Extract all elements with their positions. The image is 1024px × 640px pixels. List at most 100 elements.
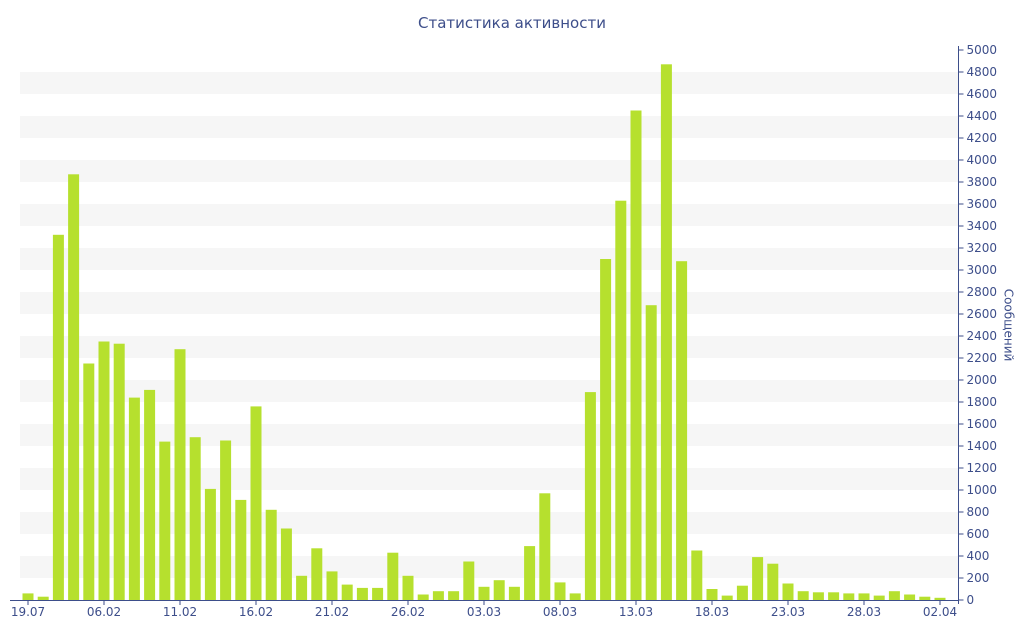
bar[interactable] bbox=[326, 571, 338, 600]
bar[interactable] bbox=[493, 580, 505, 600]
bar[interactable] bbox=[919, 596, 931, 600]
bar[interactable] bbox=[873, 595, 885, 600]
x-tick-label: 23.03 bbox=[771, 605, 805, 619]
bar[interactable] bbox=[189, 437, 201, 600]
bar[interactable] bbox=[417, 594, 429, 601]
y-tick-label: 3400 bbox=[967, 219, 998, 233]
bar[interactable] bbox=[174, 349, 186, 600]
bar[interactable] bbox=[280, 528, 292, 601]
bar[interactable] bbox=[615, 200, 627, 600]
bar[interactable] bbox=[296, 575, 308, 600]
bar[interactable] bbox=[934, 597, 946, 600]
bar[interactable] bbox=[22, 593, 34, 600]
bar[interactable] bbox=[220, 440, 232, 601]
bar[interactable] bbox=[539, 493, 551, 600]
y-tick-label: 600 bbox=[967, 527, 990, 541]
bar[interactable] bbox=[828, 592, 840, 600]
y-tick-label: 4600 bbox=[967, 87, 998, 101]
grid-band bbox=[20, 336, 958, 358]
bar[interactable] bbox=[630, 110, 642, 601]
bar[interactable] bbox=[691, 550, 703, 601]
bar[interactable] bbox=[52, 234, 64, 601]
y-tick-label: 4800 bbox=[967, 65, 998, 79]
bar[interactable] bbox=[660, 64, 672, 601]
bar[interactable] bbox=[402, 575, 414, 600]
grid-band bbox=[20, 116, 958, 138]
bar[interactable] bbox=[524, 546, 536, 600]
bar[interactable] bbox=[68, 174, 80, 601]
bar[interactable] bbox=[356, 587, 368, 600]
bar[interactable] bbox=[797, 591, 809, 600]
bar[interactable] bbox=[37, 596, 49, 600]
bar[interactable] bbox=[782, 583, 794, 601]
x-tick-label: 21.02 bbox=[315, 605, 349, 619]
bar[interactable] bbox=[448, 591, 460, 600]
bar[interactable] bbox=[250, 406, 262, 600]
grid-band bbox=[20, 380, 958, 402]
y-tick-label: 2200 bbox=[967, 351, 998, 365]
grid-band bbox=[20, 72, 958, 94]
bar[interactable] bbox=[752, 557, 764, 600]
bar[interactable] bbox=[204, 488, 216, 600]
grid-band bbox=[20, 160, 958, 182]
bar[interactable] bbox=[721, 595, 733, 600]
bar[interactable] bbox=[767, 563, 779, 600]
x-tick-label: 18.03 bbox=[695, 605, 729, 619]
bar[interactable] bbox=[888, 591, 900, 600]
bar[interactable] bbox=[812, 592, 824, 600]
bar[interactable] bbox=[159, 441, 171, 600]
bar[interactable] bbox=[843, 593, 855, 600]
x-tick-label: 03.03 bbox=[467, 605, 501, 619]
bar[interactable] bbox=[554, 582, 566, 600]
y-tick-label: 4200 bbox=[967, 131, 998, 145]
bar[interactable] bbox=[676, 261, 688, 600]
bar[interactable] bbox=[600, 259, 612, 600]
bar[interactable] bbox=[904, 594, 916, 601]
bar[interactable] bbox=[372, 587, 384, 600]
bar[interactable] bbox=[235, 499, 247, 600]
bar[interactable] bbox=[144, 389, 156, 600]
bar[interactable] bbox=[569, 593, 581, 600]
bar[interactable] bbox=[311, 548, 323, 600]
x-tick-label: 02.04 bbox=[923, 605, 957, 619]
bar[interactable] bbox=[387, 552, 399, 600]
y-tick-label: 4000 bbox=[967, 153, 998, 167]
x-tick-label: 19.07 bbox=[11, 605, 45, 619]
bar[interactable] bbox=[83, 363, 95, 601]
bar[interactable] bbox=[706, 589, 718, 600]
y-tick-label: 2600 bbox=[967, 307, 998, 321]
bar[interactable] bbox=[858, 593, 870, 600]
y-tick-label: 2400 bbox=[967, 329, 998, 343]
chart-title: Статистика активности bbox=[418, 14, 606, 32]
y-tick-label: 1600 bbox=[967, 417, 998, 431]
y-axis-label: Сообщений bbox=[1002, 289, 1016, 362]
bar[interactable] bbox=[98, 341, 110, 601]
x-tick-label: 13.03 bbox=[619, 605, 653, 619]
bar[interactable] bbox=[432, 591, 444, 600]
x-tick-label: 08.03 bbox=[543, 605, 577, 619]
x-tick-label: 11.02 bbox=[163, 605, 197, 619]
y-tick-label: 4400 bbox=[967, 109, 998, 123]
x-tick-label: 26.02 bbox=[391, 605, 425, 619]
y-axis: 0 200 400 600 800 1000 1200 1400 1600 1800 2000 220… bbox=[958, 43, 998, 607]
bar[interactable] bbox=[128, 397, 140, 600]
grid-band bbox=[20, 292, 958, 314]
y-tick-label: 2800 bbox=[967, 285, 998, 299]
bar[interactable] bbox=[736, 585, 748, 600]
y-tick-label: 3000 bbox=[967, 263, 998, 277]
bar[interactable] bbox=[584, 392, 596, 600]
grid-band bbox=[20, 248, 958, 270]
y-tick-label: 3800 bbox=[967, 175, 998, 189]
bar[interactable] bbox=[341, 584, 353, 600]
y-tick-label: 1200 bbox=[967, 461, 998, 475]
x-axis: 19.07 06.02 11.02 16.02 21.02 26.02 03.03 08.03… bbox=[10, 600, 958, 619]
x-tick-label: 06.02 bbox=[87, 605, 121, 619]
bar[interactable] bbox=[265, 509, 277, 600]
bar[interactable] bbox=[463, 561, 475, 601]
bar[interactable] bbox=[113, 343, 125, 600]
y-tick-label: 5000 bbox=[967, 43, 998, 57]
bar[interactable] bbox=[645, 305, 657, 600]
bar[interactable] bbox=[508, 586, 520, 600]
bar[interactable] bbox=[478, 586, 490, 600]
